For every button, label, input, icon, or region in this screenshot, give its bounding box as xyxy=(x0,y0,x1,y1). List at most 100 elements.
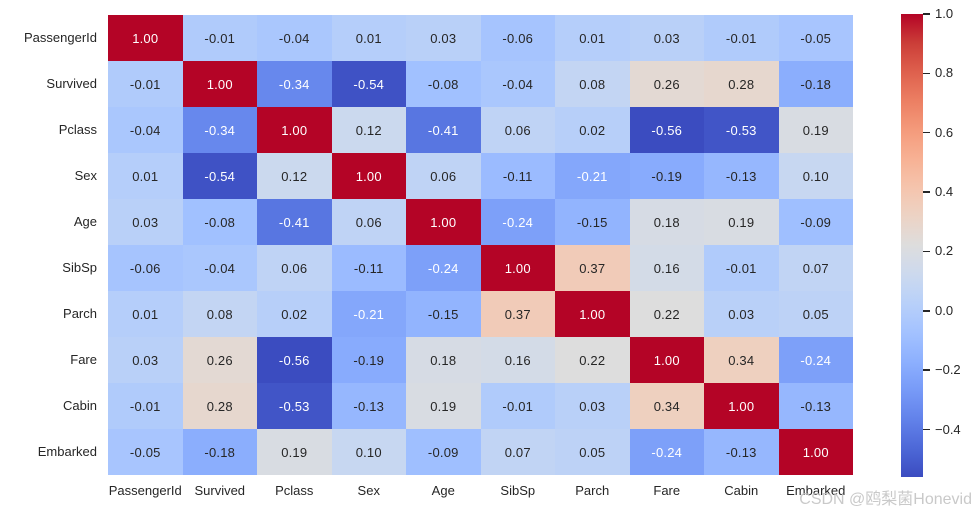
heatmap-cell: -0.24 xyxy=(406,245,481,291)
heatmap-cell: 0.02 xyxy=(257,291,332,337)
colorbar-tick xyxy=(923,428,930,431)
heatmap-cell: 0.26 xyxy=(182,337,257,383)
heatmap-cell: -0.24 xyxy=(629,429,704,475)
heatmap-cell: 0.03 xyxy=(108,337,183,383)
heatmap: 1.00 -0.01 -0.04 0.01 0.03 -0.06 0.01 0.03 -0.01… xyxy=(108,15,853,475)
y-tick-label: Age xyxy=(73,214,97,229)
colorbar-tick-label: 0.0 xyxy=(935,302,954,318)
x-tick-label: Sex xyxy=(357,483,380,498)
heatmap-cell: -0.34 xyxy=(257,61,332,107)
heatmap-cell: -0.18 xyxy=(182,429,257,475)
heatmap-cell: -0.21 xyxy=(331,291,406,337)
heatmap-cell: -0.53 xyxy=(704,107,779,153)
colorbar-tick xyxy=(923,13,930,15)
colorbar-tick xyxy=(923,72,930,75)
colorbar-tick-label: 0.4 xyxy=(935,184,954,200)
heatmap-cell: -0.09 xyxy=(778,199,853,245)
heatmap-cell: -0.13 xyxy=(704,153,779,199)
heatmap-cell: -0.13 xyxy=(704,429,779,475)
colorbar-tick-label: 0.2 xyxy=(935,243,954,259)
heatmap-cell: -0.09 xyxy=(406,429,481,475)
heatmap-cell: 0.37 xyxy=(480,291,555,337)
y-tick-label: Survived xyxy=(46,76,97,91)
colorbar-tick xyxy=(923,310,930,312)
heatmap-cell: -0.11 xyxy=(480,153,555,199)
heatmap-cell: 1.00 xyxy=(480,245,555,291)
heatmap-cell: 0.37 xyxy=(555,245,630,291)
heatmap-cell: -0.54 xyxy=(182,153,257,199)
x-tick-label: Age xyxy=(431,483,455,498)
colorbar-tick-label: 1.0 xyxy=(935,6,954,22)
heatmap-cell: 0.01 xyxy=(108,291,183,337)
y-tick-label: Fare xyxy=(70,352,97,367)
x-tick-label: Parch xyxy=(575,483,610,498)
heatmap-cell: 0.28 xyxy=(704,61,779,107)
heatmap-cell: -0.19 xyxy=(331,337,406,383)
x-tick-label: Pclass xyxy=(275,483,314,498)
heatmap-cell: 0.03 xyxy=(629,15,704,61)
heatmap-cell: -0.01 xyxy=(480,383,555,429)
heatmap-cell: -0.24 xyxy=(480,199,555,245)
heatmap-cell: 0.22 xyxy=(629,291,704,337)
x-tick-label: PassengerId xyxy=(108,483,182,498)
heatmap-cell: -0.01 xyxy=(704,245,779,291)
heatmap-cell: -0.54 xyxy=(331,61,406,107)
heatmap-cell: 0.12 xyxy=(331,107,406,153)
heatmap-cell: 1.00 xyxy=(778,429,853,475)
heatmap-cell: -0.15 xyxy=(406,291,481,337)
heatmap-cell: 0.01 xyxy=(555,15,630,61)
heatmap-cell: 1.00 xyxy=(108,15,183,61)
heatmap-cell: -0.08 xyxy=(182,199,257,245)
heatmap-cell: 0.16 xyxy=(629,245,704,291)
heatmap-cell: 0.19 xyxy=(704,199,779,245)
heatmap-cell: 1.00 xyxy=(704,383,779,429)
watermark: CSDN @鸥梨菌Honevid xyxy=(799,491,972,508)
heatmap-cell: -0.06 xyxy=(480,15,555,61)
x-tick-label: Embarked xyxy=(786,483,846,498)
heatmap-cell: 0.03 xyxy=(704,291,779,337)
heatmap-cell: 0.18 xyxy=(406,337,481,383)
heatmap-cell: -0.01 xyxy=(108,383,183,429)
heatmap-cell: 0.01 xyxy=(331,15,406,61)
x-tick-label: SibSp xyxy=(500,483,536,498)
heatmap-cell: 0.22 xyxy=(555,337,630,383)
colorbar-tick-label: 0.6 xyxy=(935,124,954,140)
heatmap-cell: -0.04 xyxy=(257,15,332,61)
colorbar-tick-label: −0.4 xyxy=(935,421,961,437)
y-tick-label: SibSp xyxy=(62,260,97,275)
heatmap-cell: 0.03 xyxy=(108,199,183,245)
heatmap-cell: 0.34 xyxy=(629,383,704,429)
heatmap-cell: -0.01 xyxy=(182,15,257,61)
heatmap-cell: 1.00 xyxy=(629,337,704,383)
heatmap-cell: -0.41 xyxy=(406,107,481,153)
heatmap-cell: 1.00 xyxy=(257,107,332,153)
heatmap-cell: 0.18 xyxy=(629,199,704,245)
heatmap-cell: -0.13 xyxy=(778,383,853,429)
heatmap-cell: 0.10 xyxy=(331,429,406,475)
heatmap-cell: 0.06 xyxy=(331,199,406,245)
heatmap-cell: 0.06 xyxy=(406,153,481,199)
heatmap-cell: 0.12 xyxy=(257,153,332,199)
heatmap-cell: 1.00 xyxy=(331,153,406,199)
y-tick-label: Pclass xyxy=(58,122,97,137)
heatmap-cell: -0.01 xyxy=(704,15,779,61)
heatmap-cell: -0.05 xyxy=(778,15,853,61)
x-tick-label: Survived xyxy=(194,483,246,498)
heatmap-cell: 0.08 xyxy=(555,61,630,107)
colorbar-tick xyxy=(923,191,930,193)
heatmap-cell: -0.04 xyxy=(182,245,257,291)
y-tick-label: PassengerId xyxy=(24,30,97,45)
x-tick-label: Fare xyxy=(653,483,681,498)
heatmap-cell: -0.04 xyxy=(480,61,555,107)
heatmap-cell: 0.19 xyxy=(406,383,481,429)
heatmap-cell: -0.21 xyxy=(555,153,630,199)
heatmap-cell: 0.16 xyxy=(480,337,555,383)
heatmap-cell: 0.05 xyxy=(555,429,630,475)
y-tick-label: Embarked xyxy=(37,444,97,459)
heatmap-cell: 0.19 xyxy=(778,107,853,153)
heatmap-cell: 0.28 xyxy=(182,383,257,429)
y-tick-label: Parch xyxy=(63,306,97,321)
colorbar-tick xyxy=(923,131,930,134)
heatmap-cell: -0.13 xyxy=(331,383,406,429)
